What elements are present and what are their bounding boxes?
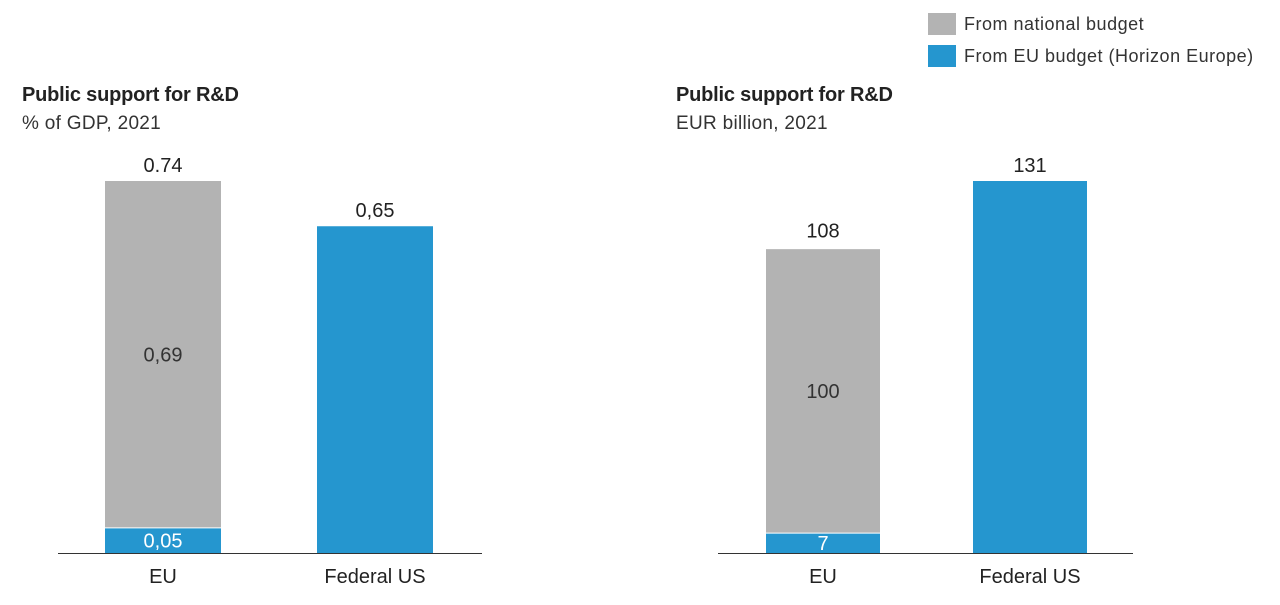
chart-2-category-label-0: EU [809, 566, 837, 588]
chart-2-total-label-1: 131 [1013, 155, 1046, 177]
legend-item-eu: From EU budget (Horizon Europe) [928, 44, 1254, 68]
chart-1-segment-label-0-0: 0,05 [144, 530, 183, 552]
legend-label-eu: From EU budget (Horizon Europe) [964, 45, 1254, 66]
chart-2-bar-0-segment-0 [766, 533, 880, 553]
legend-label-national: From national budget [964, 13, 1145, 34]
legend-swatch-eu [928, 45, 956, 67]
chart-2-category-label-1: Federal US [979, 566, 1080, 588]
chart-1-segment-label-0-1: 0,69 [144, 344, 183, 366]
chart-1-category-label-1: Federal US [324, 566, 425, 588]
chart-2-total-label-0: 108 [806, 220, 839, 242]
chart-1-title: Public support for R&D [22, 84, 239, 106]
legend-item-national: From national budget [928, 12, 1254, 36]
chart-2-title: Public support for R&D [676, 84, 893, 106]
chart-1-bar-0-segment-1 [105, 181, 221, 528]
chart-2-bar-1-segment-0 [973, 181, 1087, 553]
chart-2-segment-label-0-1: 100 [806, 381, 839, 403]
chart-1-bar-1-segment-0 [317, 226, 433, 554]
chart-1-total-label-1: 0,65 [356, 200, 395, 222]
chart-2-subtitle: EUR billion, 2021 [676, 113, 828, 134]
legend-swatch-national [928, 13, 956, 35]
chart-1-subtitle: % of GDP, 2021 [22, 113, 162, 134]
chart-1-bar-0-segment-0 [105, 527, 221, 553]
chart-2-bar-0-segment-1 [766, 249, 880, 534]
legend: From national budget From EU budget (Hor… [928, 12, 1254, 76]
chart-2-segment-label-0-0: 7 [817, 533, 828, 555]
chart-1-category-label-0: EU [149, 566, 177, 588]
chart-1-total-label-0: 0.74 [144, 155, 183, 177]
